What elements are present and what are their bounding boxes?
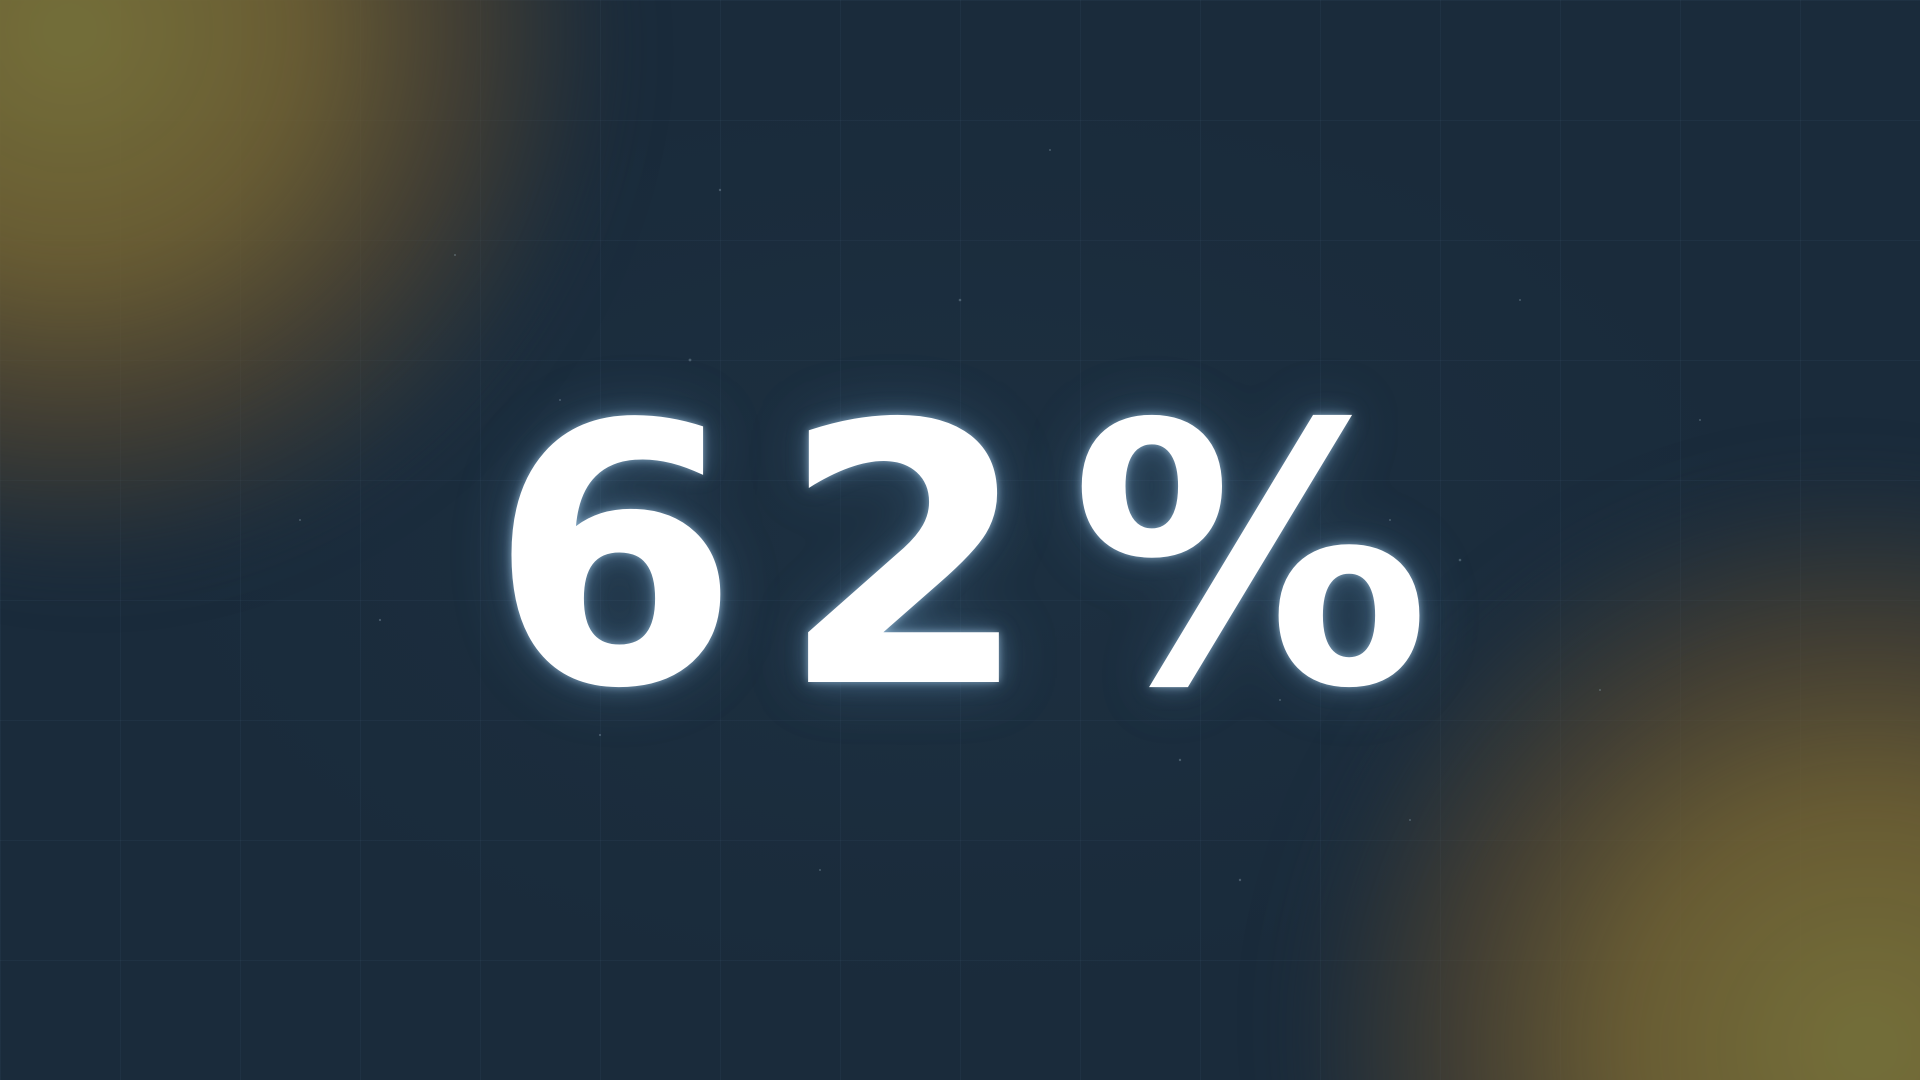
percentage-value: 62% [489,348,1471,767]
